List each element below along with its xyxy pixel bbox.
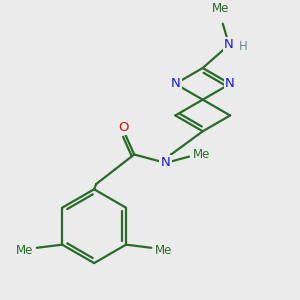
- Text: N: N: [225, 77, 235, 90]
- Text: N: N: [224, 38, 234, 51]
- Text: Me: Me: [16, 244, 34, 257]
- Text: N: N: [161, 156, 171, 170]
- Text: Me: Me: [212, 2, 229, 15]
- Text: O: O: [118, 121, 129, 134]
- Text: H: H: [238, 40, 247, 53]
- Text: N: N: [170, 77, 180, 90]
- Text: Me: Me: [193, 148, 211, 161]
- Text: Me: Me: [154, 244, 172, 257]
